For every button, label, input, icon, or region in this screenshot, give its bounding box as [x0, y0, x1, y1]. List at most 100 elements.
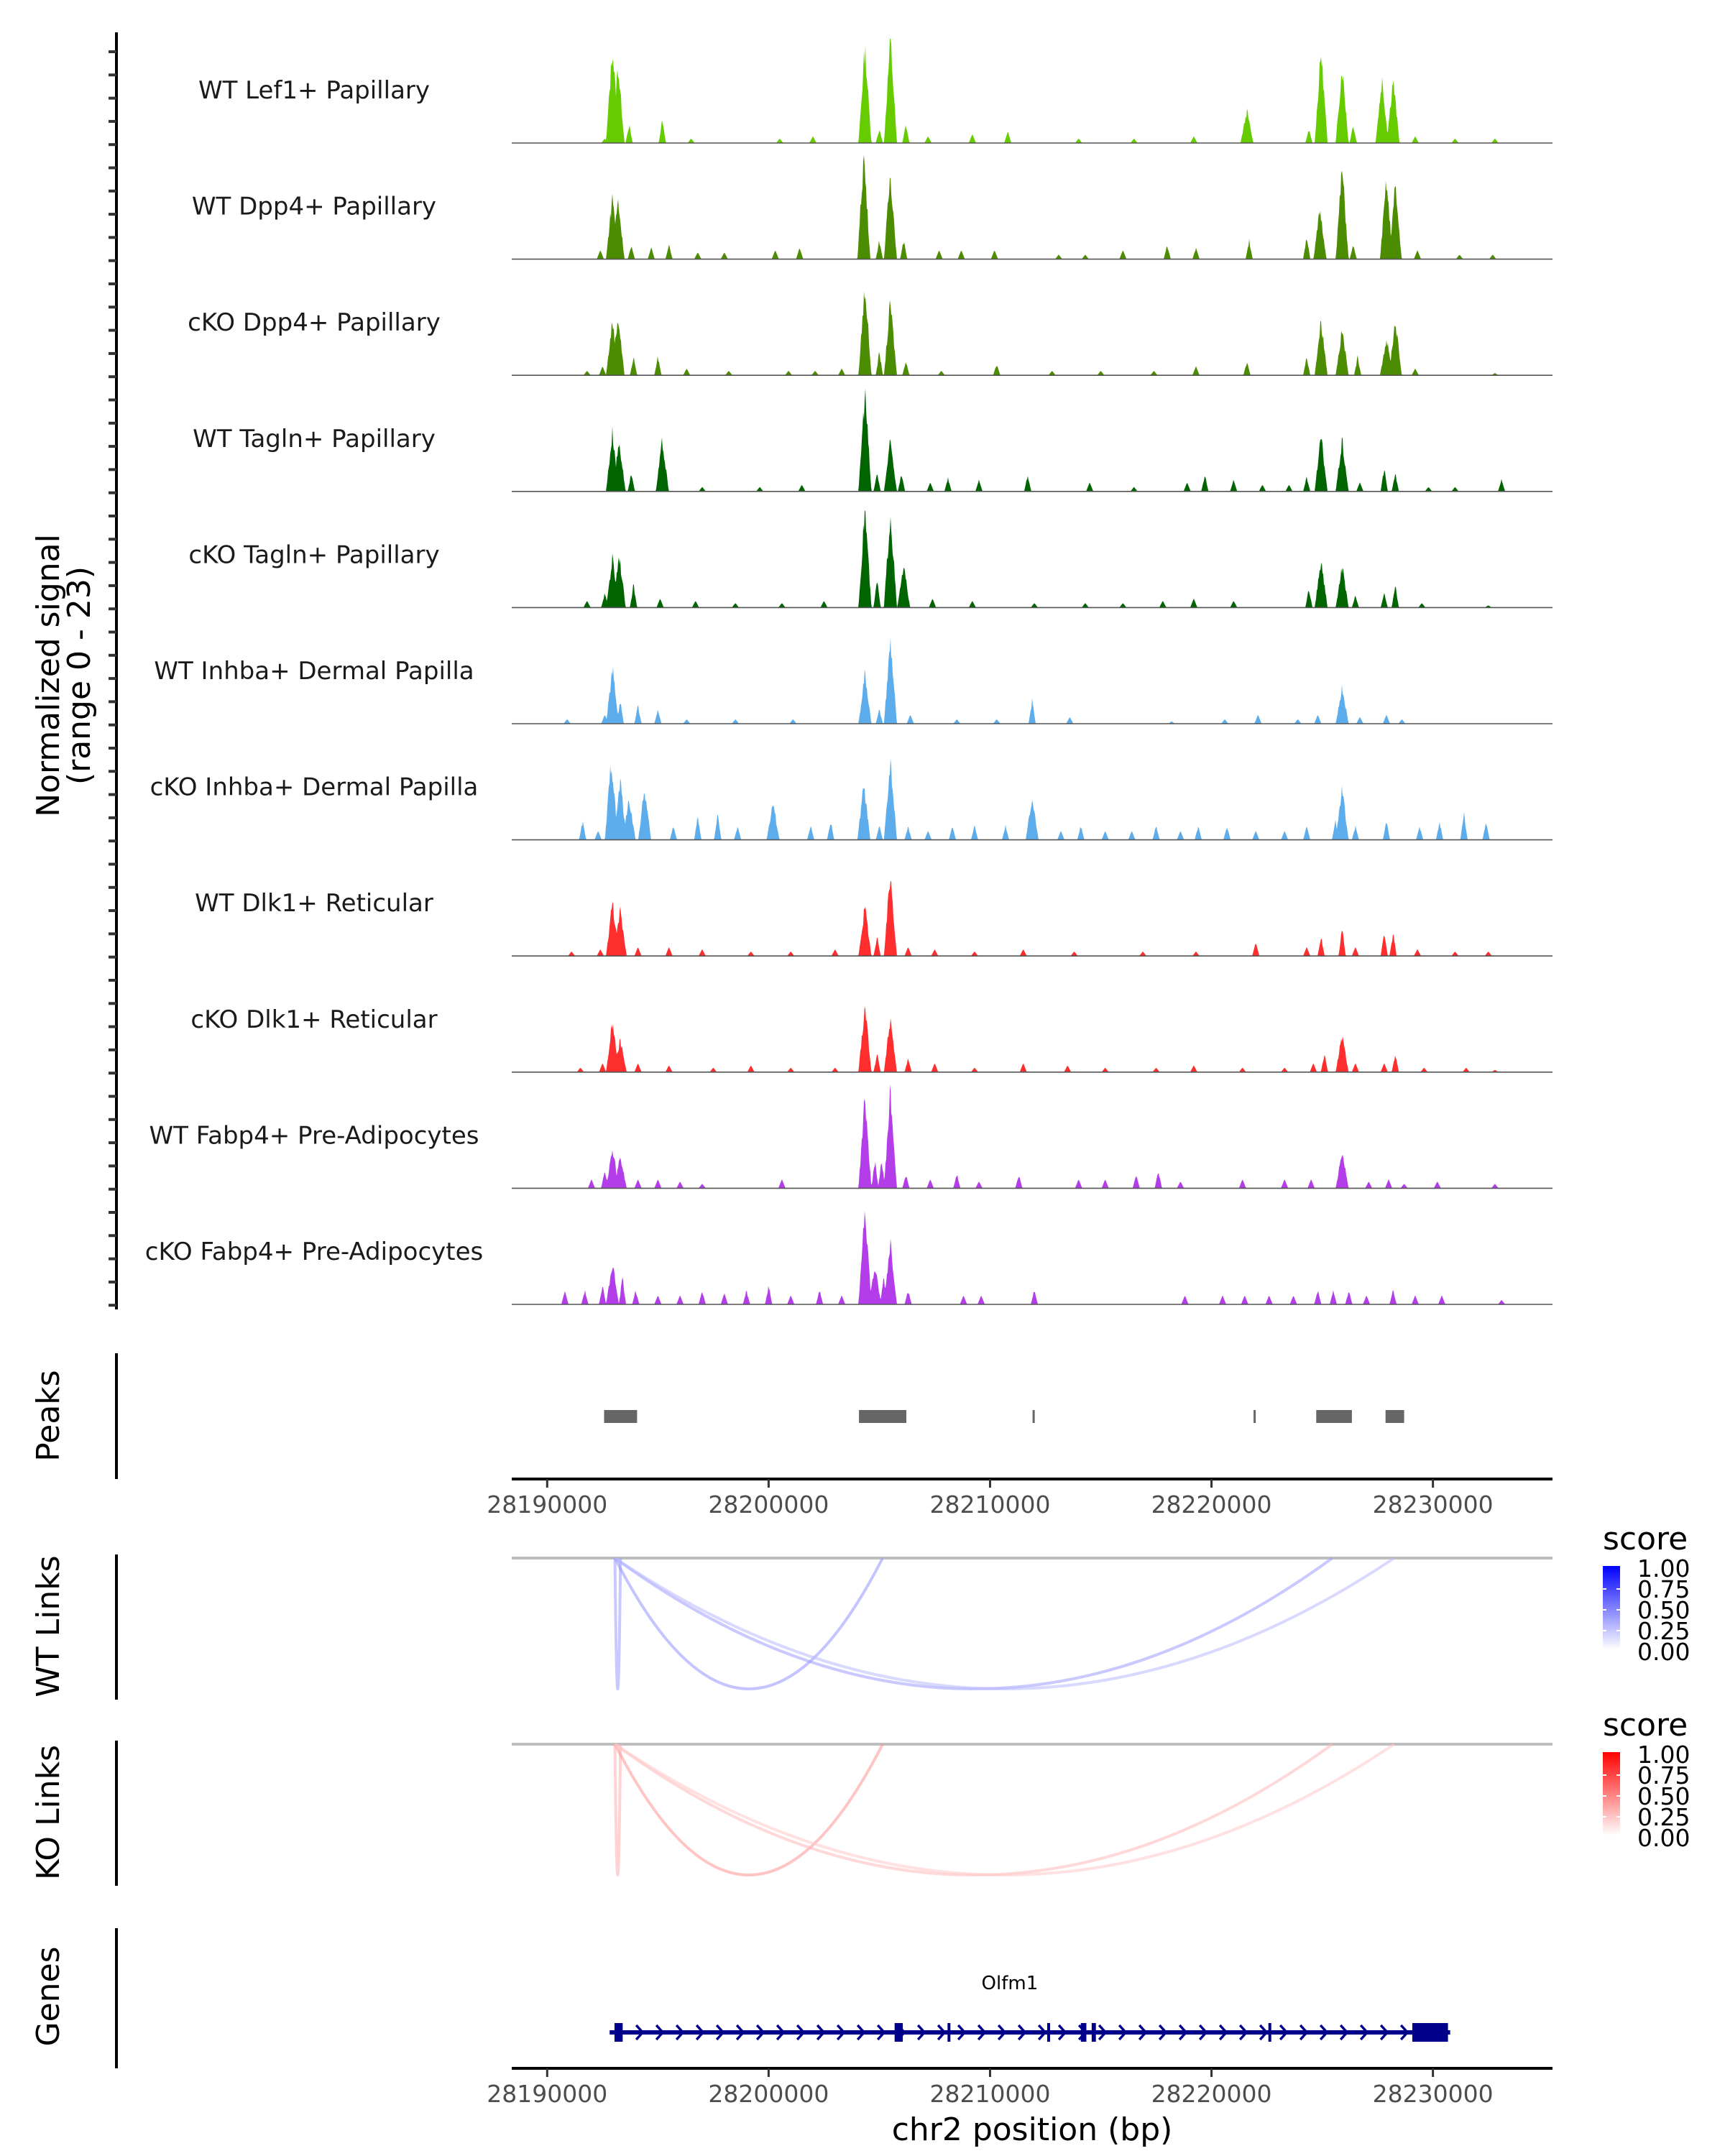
- gene-models: Olfm1: [610, 1973, 1450, 2042]
- link-arc: [613, 1557, 622, 1690]
- x-axis-peaks: 28190000 28200000 28210000 28220000 28230000: [487, 1478, 1552, 1519]
- x-tick-label: 28230000: [1373, 1491, 1494, 1519]
- link-arc: [614, 1557, 1395, 1690]
- signal-area: [512, 1210, 1552, 1304]
- signal-area: [512, 880, 1552, 957]
- track-label: cKO Fabp4+ Pre-Adipocytes: [145, 1238, 484, 1266]
- signal-area: [512, 1084, 1552, 1189]
- strand-arrow-icon: [1379, 2024, 1389, 2041]
- strand-arrow-icon: [816, 2024, 826, 2041]
- strand-arrow-icon: [916, 2024, 926, 2041]
- strand-arrow-icon: [1178, 2024, 1188, 2041]
- gene-model: Olfm1: [610, 1973, 1450, 2042]
- x-tick-label: 28200000: [708, 2080, 829, 2108]
- track-label: WT Dpp4+ Papillary: [192, 193, 436, 221]
- strand-arrow-icon: [776, 2024, 786, 2041]
- peak-region: [859, 1410, 907, 1423]
- strand-arrow-icon: [1238, 2024, 1248, 2041]
- legend-colorbar: [1603, 1566, 1620, 1649]
- peaks-track: Peaks 28190000 28200000 28210000 28220000 28…: [30, 1353, 1552, 1519]
- strand-arrow-icon: [655, 2024, 665, 2041]
- gene-exon: [614, 2023, 623, 2042]
- link-arc: [613, 1557, 884, 1690]
- strand-arrow-icon: [1359, 2024, 1369, 2041]
- legend-tick-label: 0.75: [1637, 1761, 1690, 1789]
- strand-arrow-icon: [1319, 2024, 1329, 2041]
- signal-area: [512, 510, 1552, 608]
- gene-exon: [1268, 2023, 1271, 2042]
- strand-arrow-icon: [1158, 2024, 1168, 2041]
- strand-arrow-icon: [1299, 2024, 1309, 2041]
- strand-arrow-icon: [1017, 2024, 1027, 2041]
- signal-track: WT Dlk1+ Reticular: [195, 880, 1552, 957]
- signal-area: [512, 637, 1552, 724]
- legend-tick-label: 0.00: [1637, 1824, 1690, 1852]
- signal-area: [512, 1005, 1552, 1072]
- x-tick-label: 28220000: [1151, 2080, 1272, 2108]
- track-label: WT Dlk1+ Reticular: [195, 889, 433, 918]
- strand-arrow-icon: [977, 2024, 987, 2041]
- x-tick-label: 28230000: [1373, 2080, 1494, 2108]
- strand-arrow-icon: [876, 2024, 886, 2041]
- gene-exon: [1091, 2023, 1096, 2042]
- strand-arrow-icon: [1218, 2024, 1228, 2041]
- signal-track: cKO Dlk1+ Reticular: [190, 1005, 1552, 1073]
- strand-arrow-icon: [1037, 2024, 1047, 2041]
- strand-arrow-icon: [1118, 2024, 1128, 2041]
- signal-y-axis: Normalized signal (range 0 - 23): [30, 32, 118, 1309]
- track-label: cKO Tagln+ Papillary: [188, 540, 439, 569]
- legend-title: score: [1603, 1707, 1688, 1743]
- peaks-track-label: Peaks: [30, 1370, 67, 1461]
- signal-track: WT Tagln+ Papillary: [193, 388, 1552, 492]
- signal-tracks: WT Lef1+ Papillary WT Dpp4+ Papillary cKO …: [145, 39, 1552, 1305]
- x-tick-label: 28210000: [929, 2080, 1050, 2108]
- gene-exon: [894, 2023, 903, 2042]
- track-label: WT Lef1+ Papillary: [198, 76, 430, 105]
- strand-arrow-icon: [715, 2024, 725, 2041]
- strand-arrow-icon: [735, 2024, 745, 2041]
- signal-y-axis-ticks: [109, 50, 116, 1307]
- x-axis-title: chr2 position (bp): [892, 2111, 1173, 2148]
- gene-exon: [1412, 2023, 1448, 2042]
- strand-arrow-icon: [796, 2024, 806, 2041]
- peak-region: [1032, 1410, 1035, 1423]
- legend-tick-label: 0.25: [1637, 1803, 1690, 1831]
- legend-tick-label: 1.00: [1637, 1554, 1690, 1583]
- x-tick-label: 28190000: [487, 1491, 607, 1519]
- signal-area: [512, 155, 1552, 259]
- signal-track: WT Inhba+ Dermal Papilla: [154, 637, 1552, 724]
- link-arc: [614, 1743, 1333, 1876]
- strand-arrow-icon: [1339, 2024, 1349, 2041]
- y-axis-title-line-2: (range 0 - 23): [61, 566, 98, 785]
- legend-colorbar: [1603, 1752, 1620, 1835]
- legend-title: score: [1603, 1521, 1688, 1557]
- gene-name: Olfm1: [982, 1973, 1039, 1994]
- track-label: WT Inhba+ Dermal Papilla: [154, 657, 474, 686]
- gene-exon: [1080, 2023, 1087, 2042]
- link-arc: [614, 1557, 1333, 1690]
- strand-arrow-icon: [755, 2024, 765, 2041]
- signal-track: WT Lef1+ Papillary: [198, 39, 1552, 144]
- signal-area: [512, 388, 1552, 492]
- strand-arrow-icon: [937, 2024, 947, 2041]
- signal-area: [512, 39, 1552, 143]
- gene-exon: [947, 2023, 951, 2042]
- genes-track: Genes Olfm1 28190000 28200000 28210000 2822…: [30, 1928, 1552, 2148]
- peak-region: [1385, 1410, 1404, 1423]
- genes-track-label: Genes: [30, 1946, 67, 2046]
- link-arc: [613, 1743, 622, 1876]
- links-track-label: WT Links: [30, 1555, 67, 1697]
- signal-track: cKO Tagln+ Papillary: [188, 510, 1552, 609]
- strand-arrow-icon: [1198, 2024, 1208, 2041]
- strand-arrow-icon: [675, 2024, 685, 2041]
- legend-tick-label: 0.00: [1637, 1638, 1690, 1666]
- strand-arrow-icon: [695, 2024, 705, 2041]
- peak-region: [1316, 1410, 1352, 1423]
- strand-arrow-icon: [1279, 2024, 1289, 2041]
- strand-arrow-icon: [1057, 2024, 1067, 2041]
- signal-area: [512, 758, 1552, 840]
